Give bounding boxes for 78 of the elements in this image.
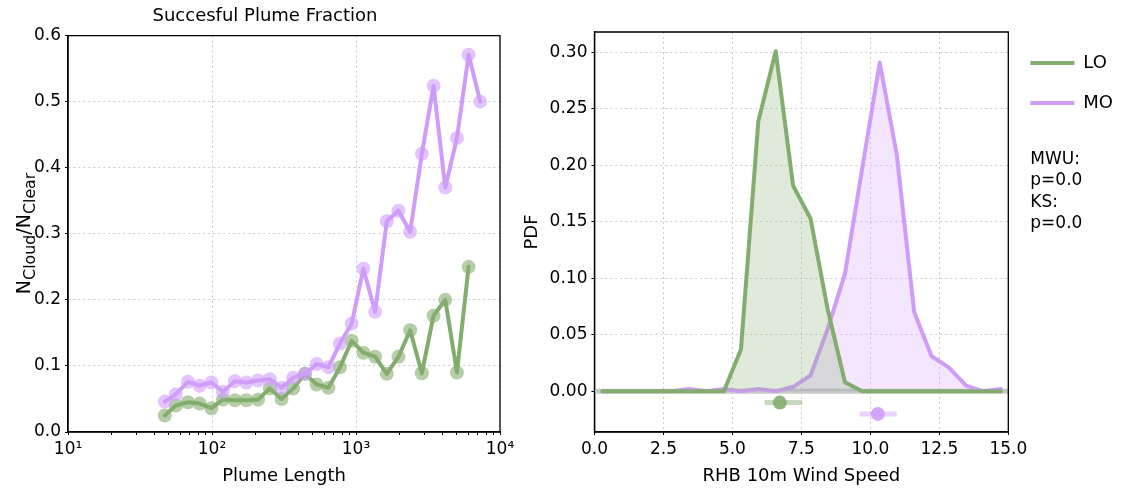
point xyxy=(309,377,324,392)
point xyxy=(192,378,207,393)
point xyxy=(414,146,429,161)
point xyxy=(227,393,242,408)
point xyxy=(157,394,172,409)
x-tick-label: 10³ xyxy=(341,437,371,458)
y-tick-label: 0.25 xyxy=(549,97,588,118)
x-tick-label: 15.0 xyxy=(989,437,1028,458)
point xyxy=(379,214,394,229)
legend-label: MO xyxy=(1083,90,1113,112)
x-tick-label: 10.0 xyxy=(851,437,890,458)
point xyxy=(332,336,347,351)
point xyxy=(239,393,254,408)
point xyxy=(356,345,371,360)
chart-title: Succesful Plume Fraction xyxy=(152,4,378,26)
x-tick-label: 5.0 xyxy=(718,437,746,458)
point xyxy=(344,316,359,331)
point xyxy=(321,380,336,395)
point xyxy=(180,374,195,389)
point xyxy=(403,323,418,338)
x-tick-label: 2.5 xyxy=(649,437,677,458)
point xyxy=(180,395,195,410)
y-tick-label: 0.10 xyxy=(549,266,588,287)
point xyxy=(414,366,429,381)
point xyxy=(192,396,207,411)
point xyxy=(227,374,242,389)
y-axis-title: PDF xyxy=(520,214,542,250)
x-tick-label: 12.5 xyxy=(920,437,959,458)
text: MWU: p=0.0 xyxy=(1030,148,1083,191)
point xyxy=(473,94,488,109)
y-tick-label: 0.1 xyxy=(33,354,62,375)
point xyxy=(438,292,453,307)
point xyxy=(251,392,266,407)
legend-label: LO xyxy=(1083,50,1107,72)
x-axis-title: Plume Length xyxy=(222,463,346,485)
point xyxy=(368,349,383,364)
x-tick-label: 10² xyxy=(197,437,227,458)
point xyxy=(426,78,441,93)
x-axis-title: RHB 10m Wind Speed xyxy=(702,463,901,485)
point xyxy=(379,366,394,381)
point xyxy=(157,408,172,423)
point xyxy=(239,375,254,390)
y-tick-label: 0.15 xyxy=(549,210,588,231)
point xyxy=(449,131,464,145)
point xyxy=(426,308,441,323)
y-tick-label: 0.05 xyxy=(549,323,588,344)
y-tick-label: 0.20 xyxy=(549,153,588,174)
y-tick-label: 0.4 xyxy=(33,156,62,177)
point xyxy=(204,401,219,416)
point xyxy=(274,380,289,395)
point xyxy=(262,372,277,387)
point xyxy=(309,356,324,371)
point xyxy=(332,360,347,375)
point xyxy=(251,373,266,388)
point xyxy=(438,180,453,195)
x-tick-label: 7.5 xyxy=(787,437,815,458)
point xyxy=(344,333,359,348)
point xyxy=(215,384,230,399)
x-tick-label: 10⁴ xyxy=(485,437,515,458)
point xyxy=(461,259,476,274)
point xyxy=(286,370,301,385)
point xyxy=(321,360,336,375)
y-tick-label: 0.5 xyxy=(33,90,62,111)
point xyxy=(449,365,464,380)
point xyxy=(391,203,406,218)
text: KS: p=0.0 xyxy=(1030,190,1083,233)
y-tick-label: 0.30 xyxy=(549,40,588,61)
point xyxy=(391,349,406,364)
point xyxy=(204,375,219,390)
point xyxy=(356,261,371,276)
y-tick-label: 0.2 xyxy=(33,288,62,309)
x-tick-label: 0.0 xyxy=(580,437,608,458)
point xyxy=(403,224,418,239)
point xyxy=(461,47,476,62)
y-tick-label: 0.00 xyxy=(549,379,588,400)
point xyxy=(368,304,383,319)
y-tick-label: 0.6 xyxy=(33,24,62,45)
point xyxy=(168,387,183,402)
